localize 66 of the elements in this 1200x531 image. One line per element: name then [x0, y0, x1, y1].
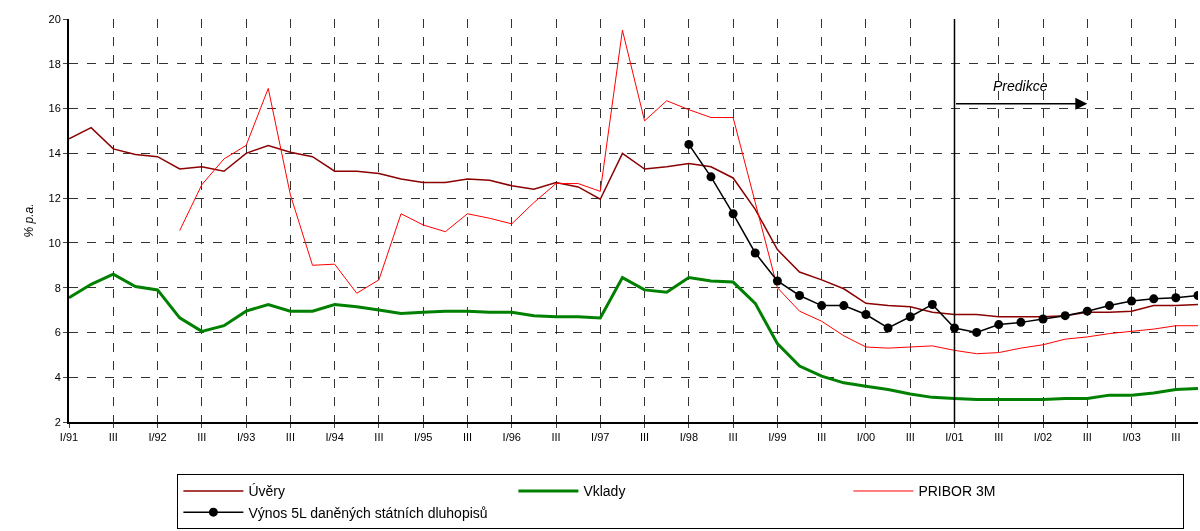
point — [994, 320, 1004, 330]
point — [684, 139, 694, 149]
y-tick-label: 10 — [48, 236, 61, 249]
x-tick-label: III — [1082, 431, 1092, 444]
x-tick-label: III — [551, 431, 561, 444]
y-tick-label: 18 — [48, 57, 61, 70]
point — [817, 301, 827, 311]
point — [861, 310, 871, 320]
y-tick-label: 8 — [54, 281, 61, 294]
x-tick-label: I/92 — [148, 431, 167, 444]
x-tick-label: III — [817, 431, 827, 444]
point — [750, 248, 760, 258]
point — [972, 327, 982, 337]
x-tick-label: III — [639, 431, 650, 444]
legend-label: Úvěry — [248, 483, 285, 500]
point — [706, 172, 716, 182]
ref-line-label: Predikce — [993, 78, 1048, 94]
point — [795, 291, 805, 300]
point — [839, 301, 849, 311]
x-tick-label: I/03 — [1122, 431, 1141, 444]
x-tick-label: I/96 — [502, 431, 521, 444]
y-tick-label: 20 — [48, 12, 61, 25]
x-tick-label: III — [1171, 431, 1181, 444]
x-tick-label: I/98 — [679, 431, 699, 444]
x-tick-label: III — [374, 431, 384, 444]
x-tick-label: I/91 — [59, 431, 79, 444]
x-tick-label: III — [197, 431, 207, 444]
x-tick-label: III — [994, 431, 1004, 444]
point — [772, 276, 782, 286]
y-tick-label: 2 — [54, 415, 61, 428]
x-tick-label: I/93 — [236, 431, 256, 444]
x-tick-label: I/94 — [325, 431, 344, 444]
point — [1171, 293, 1181, 303]
x-tick-label: III — [462, 431, 473, 444]
y-axis-title: % p.a. — [22, 203, 37, 238]
x-tick-label: I/02 — [1033, 431, 1053, 444]
point — [1016, 317, 1026, 327]
x-tick-label: I/00 — [856, 431, 876, 444]
x-tick-label: I/01 — [945, 431, 964, 444]
point — [1038, 314, 1048, 324]
legend-label: PRIBOR 3M — [918, 483, 996, 500]
point — [905, 312, 915, 322]
x-tick-label: III — [285, 431, 295, 444]
legend-label: Výnos 5L daněných státních dluhopisů — [248, 504, 488, 521]
x-tick-label: I/95 — [414, 431, 433, 444]
x-tick-label: III — [108, 431, 118, 444]
x-tick-label: I/99 — [768, 431, 787, 444]
point — [1060, 311, 1070, 321]
y-tick-label: 16 — [48, 102, 61, 115]
legend-label: Vklady — [583, 483, 626, 500]
point — [1149, 294, 1159, 304]
x-tick-label: I/97 — [591, 431, 610, 444]
point — [1127, 296, 1137, 306]
point — [883, 323, 893, 333]
y-tick-label: 12 — [48, 191, 61, 204]
point — [927, 299, 937, 309]
y-tick-label: 4 — [54, 371, 61, 384]
point — [728, 209, 738, 219]
point — [1082, 306, 1092, 316]
point — [1104, 301, 1114, 311]
line-series — [69, 272, 1198, 402]
x-tick-label: III — [728, 431, 738, 444]
x-tick-label: III — [905, 431, 915, 444]
line-series — [179, 29, 1198, 355]
y-tick-label: 14 — [48, 147, 61, 160]
y-tick-label: 6 — [54, 326, 61, 339]
